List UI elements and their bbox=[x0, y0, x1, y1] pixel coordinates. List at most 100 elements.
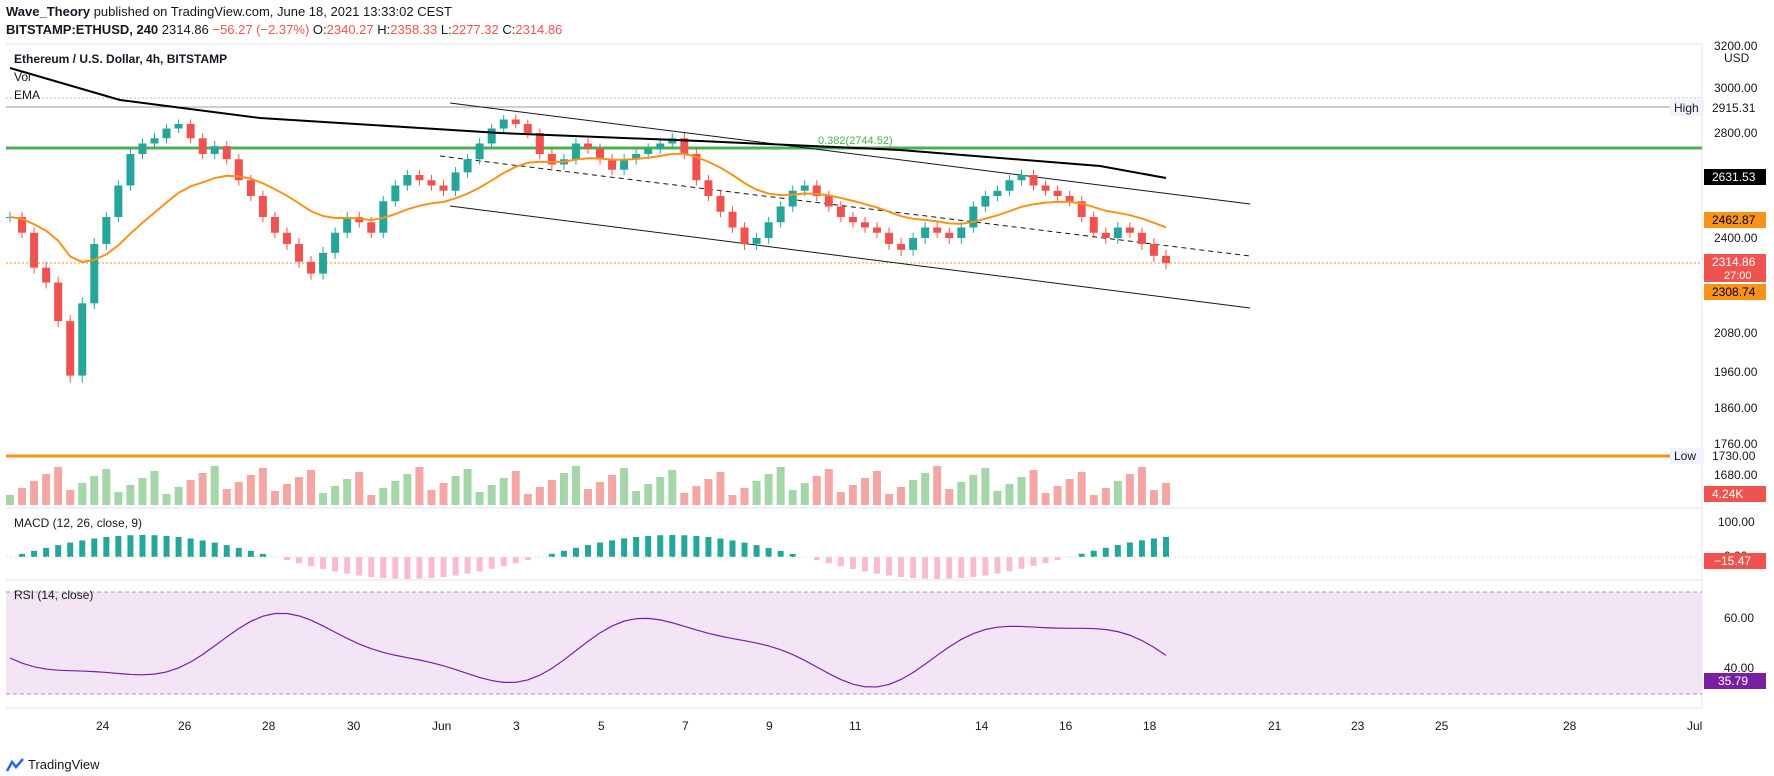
volume-bar bbox=[1125, 474, 1134, 505]
candle-body bbox=[523, 124, 532, 133]
candle-body bbox=[656, 143, 665, 149]
vol-legend[interactable]: Vol bbox=[14, 70, 31, 84]
macd-bar bbox=[982, 557, 989, 576]
candle-body bbox=[391, 185, 400, 202]
macd-bar bbox=[572, 547, 579, 557]
macd-bar bbox=[1054, 557, 1061, 561]
candle-body bbox=[331, 232, 340, 253]
candle-body bbox=[632, 154, 641, 160]
candle-body bbox=[608, 159, 617, 170]
macd-legend[interactable]: MACD (12, 26, close, 9) bbox=[14, 516, 143, 530]
volume-bar bbox=[1162, 483, 1170, 505]
symbol-line: BITSTAMP:ETHUSD, 240 2314.86 −56.27 (−2.… bbox=[6, 22, 563, 37]
candle-body bbox=[1077, 201, 1086, 217]
candle-body bbox=[258, 196, 267, 217]
volume-bar bbox=[981, 468, 990, 505]
candle-body bbox=[150, 138, 159, 144]
candle-body bbox=[897, 243, 906, 250]
candle-body bbox=[1017, 175, 1026, 181]
price-tag-bg bbox=[1704, 254, 1766, 282]
candle-body bbox=[836, 206, 845, 217]
candle-body bbox=[945, 232, 954, 238]
volume-bar bbox=[897, 487, 906, 505]
macd-bar bbox=[813, 557, 820, 561]
price-tick-label: 1760.00 bbox=[1714, 437, 1758, 451]
volume-bar bbox=[186, 480, 195, 505]
price-change: −56.27 (−2.37%) bbox=[212, 22, 310, 37]
macd-bar bbox=[597, 542, 604, 557]
macd-bar bbox=[524, 557, 531, 561]
date-tick-label: 11 bbox=[849, 719, 862, 733]
macd-bar bbox=[753, 545, 760, 557]
candle-body bbox=[78, 303, 87, 376]
macd-bar bbox=[440, 557, 447, 577]
volume-bar bbox=[584, 489, 592, 505]
macd-group bbox=[19, 535, 1169, 579]
footer-brand[interactable]: TradingView bbox=[6, 757, 100, 772]
date-tick-label: 23 bbox=[1351, 719, 1365, 733]
candle-body bbox=[1053, 190, 1062, 196]
macd-bar bbox=[765, 547, 772, 557]
macd-bar bbox=[223, 545, 230, 557]
volume-bar bbox=[319, 493, 328, 505]
volume-bar bbox=[909, 480, 918, 505]
volume-bar bbox=[824, 469, 833, 505]
macd-bar bbox=[548, 553, 555, 557]
candle-body bbox=[728, 211, 737, 228]
published-text: published on TradingView.com, June 18, 2… bbox=[93, 4, 452, 19]
macd-bar bbox=[1150, 538, 1157, 557]
volume-bar bbox=[620, 468, 629, 505]
macd-bar bbox=[681, 535, 688, 557]
macd-bar bbox=[1006, 557, 1013, 572]
volume-bar bbox=[162, 494, 171, 505]
volume-bar bbox=[174, 487, 183, 505]
candle-body bbox=[716, 196, 725, 212]
rsi-last-value: 35.79 bbox=[1718, 674, 1748, 688]
volume-bar bbox=[668, 470, 677, 505]
macd-bar bbox=[91, 538, 98, 557]
rsi-legend[interactable]: RSI (14, close) bbox=[14, 588, 94, 602]
candle-body bbox=[102, 217, 111, 244]
volume-bar bbox=[656, 477, 665, 505]
volume-bar bbox=[860, 478, 869, 505]
candle-body bbox=[415, 175, 424, 181]
macd-bar bbox=[464, 557, 471, 574]
price-tick-label: 2400.00 bbox=[1714, 231, 1758, 245]
price-tick-label: 1960.00 bbox=[1714, 365, 1758, 379]
macd-bar bbox=[308, 557, 315, 567]
candle-body bbox=[174, 124, 183, 129]
volume-bar bbox=[439, 483, 448, 505]
candle-body bbox=[1041, 185, 1050, 191]
price-tag-value: 1730.00 bbox=[1712, 449, 1756, 463]
macd-bar bbox=[31, 550, 38, 557]
volume-bar bbox=[451, 476, 460, 505]
volume-bar bbox=[571, 466, 580, 505]
macd-bar bbox=[380, 557, 387, 579]
macd-bar bbox=[705, 537, 712, 557]
candle-body bbox=[307, 261, 316, 274]
date-tick-label: 18 bbox=[1143, 719, 1157, 733]
macd-bar bbox=[874, 557, 880, 574]
macd-bar bbox=[657, 535, 664, 557]
volume-bar bbox=[1137, 467, 1146, 505]
macd-bar bbox=[729, 540, 736, 557]
price-tick-label: 3000.00 bbox=[1714, 81, 1758, 95]
candle-body bbox=[764, 222, 773, 238]
candle-body bbox=[222, 146, 231, 160]
candle-body bbox=[812, 185, 821, 196]
volume-bar bbox=[535, 487, 544, 505]
candle-body bbox=[1149, 243, 1158, 256]
volume-bar bbox=[487, 485, 496, 505]
volume-bar bbox=[776, 467, 785, 505]
macd-bar bbox=[669, 535, 676, 557]
macd-bar bbox=[560, 550, 567, 557]
author-name[interactable]: Wave_Theory bbox=[6, 4, 91, 19]
ema-legend[interactable]: EMA bbox=[14, 88, 41, 102]
volume-bar bbox=[295, 477, 303, 505]
macd-bar bbox=[103, 536, 110, 557]
volume-bar bbox=[427, 490, 436, 505]
brand-name: TradingView bbox=[28, 757, 100, 772]
volume-bar bbox=[42, 474, 51, 505]
volume-bar bbox=[78, 483, 87, 505]
